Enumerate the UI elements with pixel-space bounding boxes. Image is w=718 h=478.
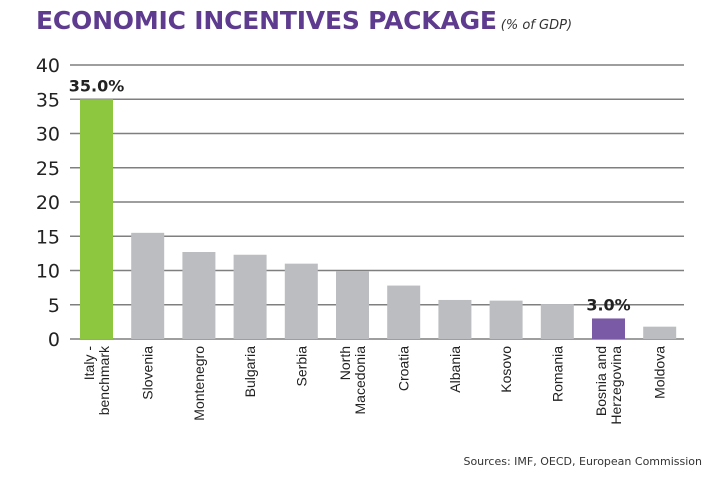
x-tick-label: Bulgaria xyxy=(242,346,258,398)
x-tick-label-line: Bulgaria xyxy=(242,346,258,398)
x-tick-label: Italy - benchmark xyxy=(81,345,112,415)
x-tick-label-line: Serbia xyxy=(293,346,309,387)
bar xyxy=(182,252,216,339)
data-label: 3.0% xyxy=(586,295,630,314)
x-tick-label: Moldova xyxy=(652,346,668,399)
bar xyxy=(438,299,472,339)
bar xyxy=(592,318,625,339)
bar xyxy=(233,254,267,339)
x-tick-label: Croatia xyxy=(396,346,412,391)
x-tick-label-line: Herzegovina xyxy=(608,346,624,425)
x-tick-label-line: Croatia xyxy=(396,346,412,391)
x-tick-label-line: Romania xyxy=(549,346,565,402)
x-tick-label-line: Macedonia xyxy=(352,346,368,415)
bar xyxy=(336,271,369,339)
y-tick-label: 5 xyxy=(48,295,60,317)
y-tick-label: 40 xyxy=(36,55,60,77)
x-tick-label-line: Moldova xyxy=(652,346,668,399)
chart-title: ECONOMIC INCENTIVES PACKAGE (% of GDP) xyxy=(36,6,572,35)
y-tick-label: 20 xyxy=(36,192,60,214)
y-tick-label: 35 xyxy=(36,89,60,111)
y-tick-label: 10 xyxy=(36,261,60,283)
x-tick-label: Bosnia and Herzegovina xyxy=(593,346,624,425)
bar xyxy=(540,304,574,339)
bar xyxy=(131,232,165,339)
data-label: 35.0% xyxy=(69,76,125,95)
bar xyxy=(80,99,113,339)
x-tick-label-line: North xyxy=(337,346,353,380)
y-tick-label: 30 xyxy=(36,124,60,146)
bar xyxy=(387,285,421,339)
chart-subtitle: (% of GDP) xyxy=(500,18,573,33)
x-tick-label-line: Kosovo xyxy=(498,346,514,393)
gridlines xyxy=(70,64,684,340)
x-tick-label: Albania xyxy=(447,346,463,393)
x-tick-label: Romania xyxy=(549,346,565,402)
data-labels: 35.0% 3.0% xyxy=(69,76,631,314)
y-tick-label: 15 xyxy=(36,226,60,248)
x-tick-label: Montenegro xyxy=(191,346,207,421)
x-tick-label: North Macedonia xyxy=(337,346,368,415)
x-axis-labels: Italy - benchmark Slovenia Montenegro Bulgar… xyxy=(81,345,668,425)
y-tick-label: 25 xyxy=(36,158,60,180)
chart-title-main: ECONOMIC INCENTIVES PACKAGE xyxy=(36,6,497,35)
bar xyxy=(284,263,318,339)
x-tick-label-line: Italy - xyxy=(81,346,97,381)
x-tick-label-line: benchmark xyxy=(96,345,112,415)
x-tick-label-line: Albania xyxy=(447,346,463,393)
x-tick-label: Kosovo xyxy=(498,346,514,393)
bar xyxy=(489,300,523,339)
source-note: Sources: IMF, OECD, European Commission xyxy=(463,455,702,468)
x-tick-label: Serbia xyxy=(293,346,309,387)
bars xyxy=(80,99,677,339)
y-tick-label: 0 xyxy=(48,329,60,351)
y-axis-ticks: 0 5 10 15 20 25 30 35 40 xyxy=(36,55,60,351)
bar xyxy=(643,326,677,339)
x-tick-label-line: Bosnia and xyxy=(593,346,609,416)
x-tick-label: Slovenia xyxy=(140,346,156,400)
x-tick-label-line: Montenegro xyxy=(191,346,207,421)
x-tick-label-line: Slovenia xyxy=(140,346,156,400)
